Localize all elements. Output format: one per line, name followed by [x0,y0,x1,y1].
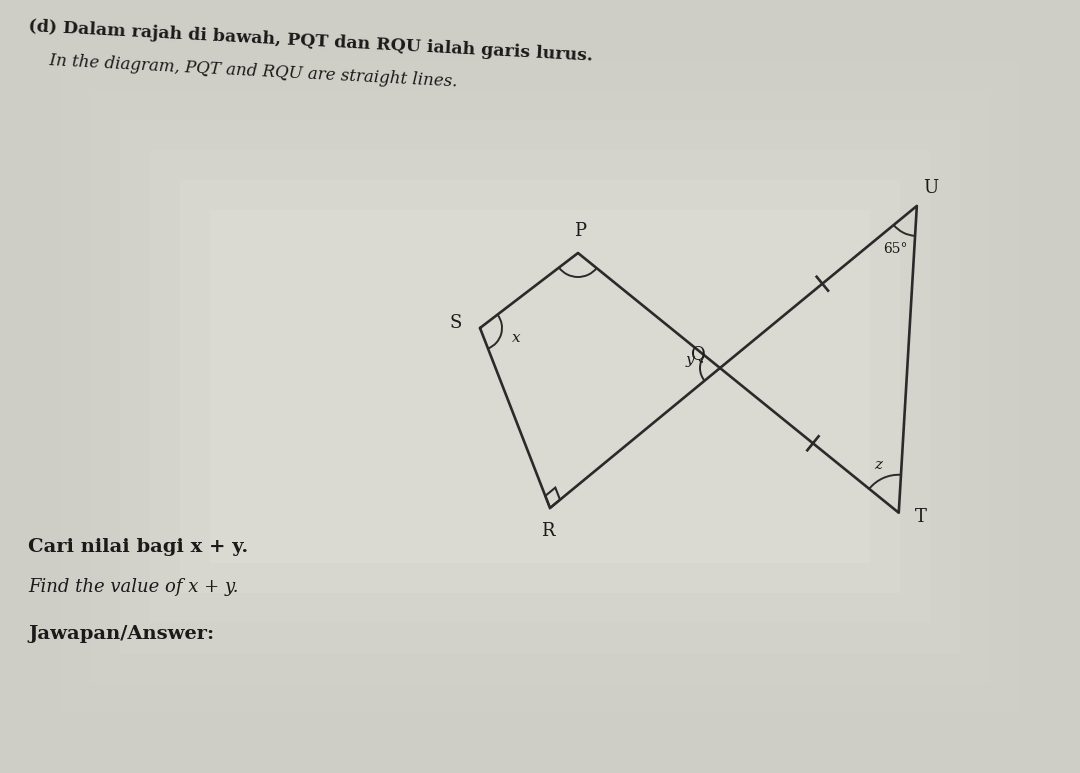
Bar [150,150,930,623]
Bar [120,120,960,653]
Text: T: T [915,508,927,526]
Bar [90,90,990,683]
Bar [60,60,1020,713]
Text: (d) Dalam rajah di bawah, PQT dan RQU ialah garis lurus.: (d) Dalam rajah di bawah, PQT dan RQU ia… [28,18,593,65]
Bar [180,180,900,593]
Bar [210,210,870,563]
Text: P: P [573,222,586,240]
Text: Q: Q [690,345,705,363]
Text: 65°: 65° [882,242,907,256]
Text: Cari nilai bagi x + y.: Cari nilai bagi x + y. [28,538,248,556]
Text: S: S [449,314,462,332]
Text: Find the value of x + y.: Find the value of x + y. [28,578,239,596]
Text: In the diagram, PQT and RQU are straight lines.: In the diagram, PQT and RQU are straight… [28,51,458,90]
Text: z: z [874,458,881,472]
Text: R: R [541,522,555,540]
Text: y: y [686,353,694,367]
Text: Jawapan/Answer:: Jawapan/Answer: [28,625,214,643]
Text: x: x [512,332,521,346]
Text: U: U [923,179,939,197]
